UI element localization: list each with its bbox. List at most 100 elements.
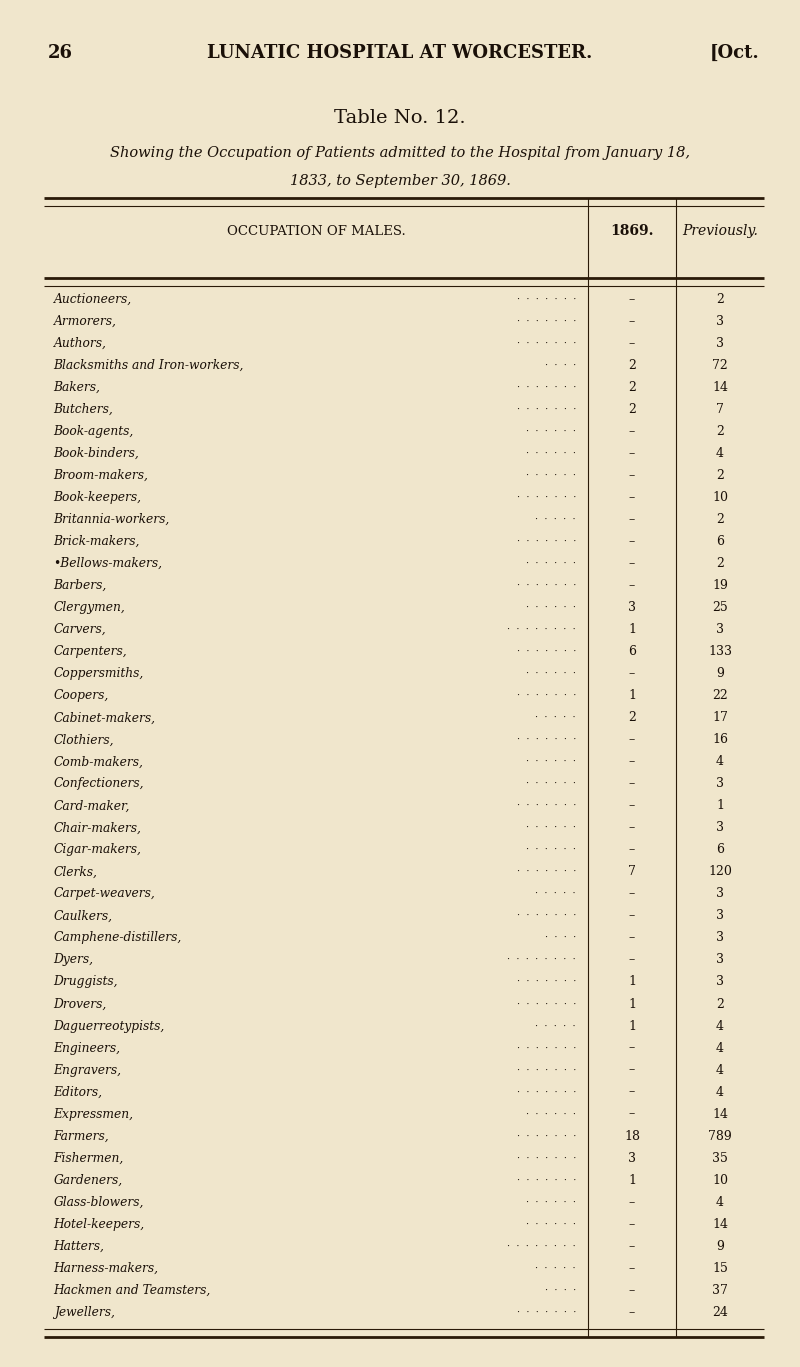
Text: 72: 72 bbox=[712, 360, 728, 372]
Text: –: – bbox=[629, 822, 635, 834]
Text: 1: 1 bbox=[628, 1020, 636, 1032]
Text: 9: 9 bbox=[716, 667, 724, 681]
Text: –: – bbox=[629, 558, 635, 570]
Text: 2: 2 bbox=[716, 513, 724, 526]
Text: –: – bbox=[629, 800, 635, 812]
Text: 14: 14 bbox=[712, 1107, 728, 1121]
Text: –: – bbox=[629, 756, 635, 768]
Text: 3: 3 bbox=[628, 601, 636, 614]
Text: –: – bbox=[629, 513, 635, 526]
Text: –: – bbox=[629, 534, 635, 548]
Text: 3: 3 bbox=[716, 822, 724, 834]
Text: Comb-makers,: Comb-makers, bbox=[54, 756, 143, 768]
Text: 120: 120 bbox=[708, 865, 732, 879]
Text: Brick-makers,: Brick-makers, bbox=[54, 534, 140, 548]
Text: 1: 1 bbox=[716, 800, 724, 812]
Text: 2: 2 bbox=[628, 360, 636, 372]
Text: Carpenters,: Carpenters, bbox=[54, 645, 127, 659]
Text: Camphene-distillers,: Camphene-distillers, bbox=[54, 931, 182, 945]
Text: ·  ·  ·  ·  ·  ·  ·: · · · · · · · bbox=[517, 295, 576, 303]
Text: –: – bbox=[629, 733, 635, 746]
Text: Butchers,: Butchers, bbox=[54, 403, 114, 416]
Text: Expressmen,: Expressmen, bbox=[54, 1107, 134, 1121]
Text: ·  ·  ·  ·  ·  ·  ·  ·: · · · · · · · · bbox=[507, 1241, 576, 1251]
Text: Drovers,: Drovers, bbox=[54, 998, 107, 1010]
Text: ·  ·  ·  ·  ·  ·  ·: · · · · · · · bbox=[517, 317, 576, 325]
Text: 2: 2 bbox=[628, 711, 636, 725]
Text: Clergymen,: Clergymen, bbox=[54, 601, 126, 614]
Text: Clothiers,: Clothiers, bbox=[54, 733, 114, 746]
Text: ·  ·  ·  ·  ·  ·  ·: · · · · · · · bbox=[517, 647, 576, 656]
Text: Glass-blowers,: Glass-blowers, bbox=[54, 1196, 144, 1208]
Text: Daguerreotypists,: Daguerreotypists, bbox=[54, 1020, 165, 1032]
Text: 3: 3 bbox=[716, 909, 724, 923]
Text: 16: 16 bbox=[712, 733, 728, 746]
Text: LUNATIC HOSPITAL AT WORCESTER.: LUNATIC HOSPITAL AT WORCESTER. bbox=[207, 44, 593, 62]
Text: 4: 4 bbox=[716, 1020, 724, 1032]
Text: 133: 133 bbox=[708, 645, 732, 659]
Text: –: – bbox=[629, 778, 635, 790]
Text: ·  ·  ·  ·: · · · · bbox=[545, 934, 576, 942]
Text: ·  ·  ·  ·  ·  ·  ·: · · · · · · · bbox=[517, 1154, 576, 1162]
Text: ·  ·  ·  ·  ·  ·  ·: · · · · · · · bbox=[517, 977, 576, 987]
Text: •Bellows-makers,: •Bellows-makers, bbox=[54, 558, 162, 570]
Text: Cigar-makers,: Cigar-makers, bbox=[54, 843, 142, 856]
Text: ·  ·  ·  ·  ·  ·  ·: · · · · · · · bbox=[517, 1308, 576, 1316]
Text: Previously.: Previously. bbox=[682, 224, 758, 238]
Text: –: – bbox=[629, 314, 635, 328]
Text: ·  ·  ·  ·  ·: · · · · · bbox=[535, 1263, 576, 1273]
Text: 4: 4 bbox=[716, 447, 724, 461]
Text: 3: 3 bbox=[716, 931, 724, 945]
Text: ·  ·  ·  ·  ·  ·  ·: · · · · · · · bbox=[517, 1043, 576, 1053]
Text: 6: 6 bbox=[716, 843, 724, 856]
Text: Clerks,: Clerks, bbox=[54, 865, 98, 879]
Text: –: – bbox=[629, 887, 635, 901]
Text: ·  ·  ·  ·  ·  ·  ·: · · · · · · · bbox=[517, 339, 576, 349]
Text: 1869.: 1869. bbox=[610, 224, 654, 238]
Text: 4: 4 bbox=[716, 756, 724, 768]
Text: Bakers,: Bakers, bbox=[54, 381, 101, 394]
Text: Carvers,: Carvers, bbox=[54, 623, 106, 636]
Text: Showing the Occupation of Patients admitted to the Hospital from January 18,: Showing the Occupation of Patients admit… bbox=[110, 146, 690, 160]
Text: 4: 4 bbox=[716, 1042, 724, 1054]
Text: 4: 4 bbox=[716, 1085, 724, 1099]
Text: ·  ·  ·  ·  ·: · · · · · bbox=[535, 714, 576, 722]
Text: 1: 1 bbox=[628, 998, 636, 1010]
Text: –: – bbox=[629, 1107, 635, 1121]
Text: –: – bbox=[629, 1042, 635, 1054]
Text: 1: 1 bbox=[628, 1174, 636, 1187]
Text: Britannia-workers,: Britannia-workers, bbox=[54, 513, 170, 526]
Text: –: – bbox=[629, 953, 635, 966]
Text: 37: 37 bbox=[712, 1284, 728, 1297]
Text: ·  ·  ·  ·  ·  ·  ·: · · · · · · · bbox=[517, 999, 576, 1009]
Text: –: – bbox=[629, 580, 635, 592]
Text: 2: 2 bbox=[716, 469, 724, 483]
Text: 18: 18 bbox=[624, 1129, 640, 1143]
Text: –: – bbox=[629, 1064, 635, 1077]
Text: Druggists,: Druggists, bbox=[54, 976, 118, 988]
Text: 25: 25 bbox=[712, 601, 728, 614]
Text: ·  ·  ·  ·  ·  ·  ·: · · · · · · · bbox=[517, 405, 576, 414]
Text: 7: 7 bbox=[628, 865, 636, 879]
Text: 1: 1 bbox=[628, 689, 636, 703]
Text: 2: 2 bbox=[628, 403, 636, 416]
Text: ·  ·  ·  ·  ·  ·  ·: · · · · · · · bbox=[517, 537, 576, 547]
Text: Cabinet-makers,: Cabinet-makers, bbox=[54, 711, 155, 725]
Text: –: – bbox=[629, 667, 635, 681]
Text: 3: 3 bbox=[628, 1151, 636, 1165]
Text: 2: 2 bbox=[716, 558, 724, 570]
Text: Caulkers,: Caulkers, bbox=[54, 909, 113, 923]
Text: ·  ·  ·  ·  ·  ·: · · · · · · bbox=[526, 823, 576, 833]
Text: 10: 10 bbox=[712, 1174, 728, 1187]
Text: –: – bbox=[629, 1305, 635, 1319]
Text: 1: 1 bbox=[628, 623, 636, 636]
Text: 15: 15 bbox=[712, 1262, 728, 1274]
Text: 2: 2 bbox=[716, 998, 724, 1010]
Text: 3: 3 bbox=[716, 953, 724, 966]
Text: –: – bbox=[629, 469, 635, 483]
Text: ·  ·  ·  ·  ·  ·  ·: · · · · · · · bbox=[517, 383, 576, 392]
Text: 3: 3 bbox=[716, 887, 724, 901]
Text: Coppersmiths,: Coppersmiths, bbox=[54, 667, 144, 681]
Text: 789: 789 bbox=[708, 1129, 732, 1143]
Text: –: – bbox=[629, 447, 635, 461]
